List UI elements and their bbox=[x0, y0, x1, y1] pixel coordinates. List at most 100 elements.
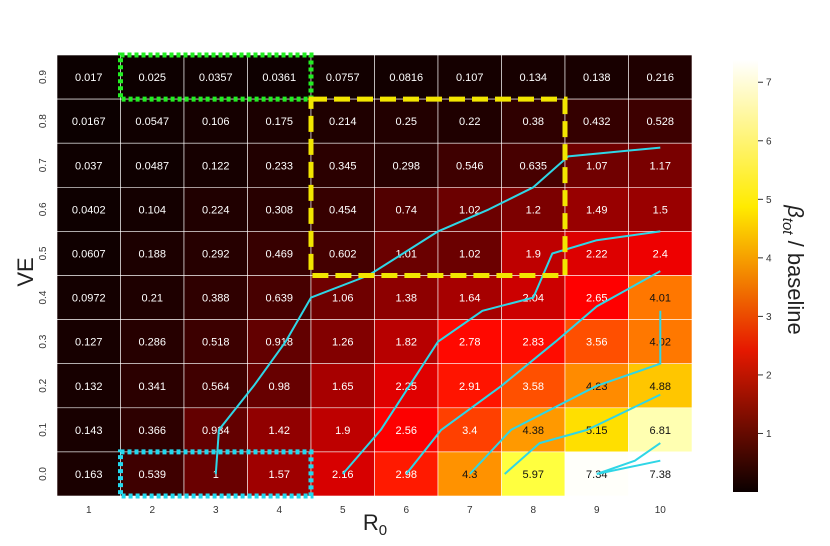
heatmap-cell bbox=[120, 98, 185, 144]
x-tick-label: 9 bbox=[594, 505, 600, 516]
y-tick-label: 0.2 bbox=[38, 378, 49, 392]
cell-value-label: 0.0167 bbox=[72, 116, 106, 128]
cell-value-label: 1.64 bbox=[459, 293, 480, 305]
cell-value-label: 1.65 bbox=[332, 381, 353, 393]
heatmap-cell bbox=[501, 363, 566, 409]
x-tick-label: 8 bbox=[530, 505, 536, 516]
cell-value-label: 1.9 bbox=[526, 248, 541, 260]
cell-value-label: 2.78 bbox=[459, 337, 480, 349]
heatmap-cell bbox=[374, 275, 439, 320]
cell-value-label: 0.934 bbox=[202, 425, 230, 437]
cell-value-label: 0.602 bbox=[329, 248, 357, 260]
cell-value-label: 0.025 bbox=[138, 72, 166, 84]
cell-value-label: 2.16 bbox=[332, 469, 353, 481]
heatmap-cell bbox=[120, 142, 185, 188]
cell-value-label: 0.388 bbox=[202, 293, 230, 305]
cell-value-label: 0.546 bbox=[456, 160, 484, 172]
heatmap-cell bbox=[501, 187, 566, 232]
cell-value-label: 2.83 bbox=[523, 337, 544, 349]
heatmap-cell bbox=[564, 187, 629, 232]
cell-value-label: 3.58 bbox=[523, 381, 544, 393]
cell-value-label: 0.122 bbox=[202, 160, 230, 172]
cell-value-label: 1.17 bbox=[650, 160, 671, 172]
x-tick-label: 1 bbox=[86, 505, 92, 516]
cell-value-label: 0.635 bbox=[519, 160, 547, 172]
x-tick-labels: 1 2 3 4 5 6 7 8 9 10 bbox=[86, 505, 666, 516]
cell-value-label: 0.25 bbox=[396, 116, 417, 128]
heatmap-cell bbox=[56, 231, 121, 276]
cell-value-label: 0.0357 bbox=[199, 72, 233, 84]
heatmap-cell bbox=[628, 54, 693, 100]
cell-value-label: 0.366 bbox=[138, 425, 166, 437]
cell-value-label: 3.56 bbox=[586, 337, 607, 349]
heatmap-cell bbox=[56, 187, 121, 232]
heatmap-cell bbox=[56, 142, 121, 188]
colorbar-label-sub: tot bbox=[779, 218, 796, 236]
cell-value-label: 2.4 bbox=[653, 248, 668, 260]
cell-value-label: 0.469 bbox=[265, 248, 293, 260]
cell-value-label: 0.918 bbox=[265, 337, 293, 349]
x-tick-label: 3 bbox=[213, 505, 219, 516]
cell-value-label: 4.88 bbox=[650, 381, 671, 393]
y-axis-label: VE bbox=[13, 257, 38, 286]
colorbar-tick-label: 4 bbox=[766, 253, 772, 264]
cell-value-label: 2.22 bbox=[586, 248, 607, 260]
y-tick-label: 0.9 bbox=[38, 70, 49, 84]
cell-value-label: 0.132 bbox=[75, 381, 103, 393]
cell-value-label: 4.38 bbox=[523, 425, 544, 437]
cell-value-label: 2.56 bbox=[396, 425, 417, 437]
heatmap-cell bbox=[628, 451, 693, 497]
cell-value-label: 4.3 bbox=[462, 469, 477, 481]
contour-line bbox=[342, 230, 661, 475]
cell-value-label: 0.104 bbox=[138, 204, 166, 216]
colorbar-label-suffix: / baseline bbox=[783, 234, 808, 334]
cell-value-label: 0.308 bbox=[265, 204, 293, 216]
cell-value-label: 2.65 bbox=[586, 293, 607, 305]
x-tick-label: 6 bbox=[403, 505, 409, 516]
y-tick-label: 0.1 bbox=[38, 422, 49, 436]
cell-value-label: 0.143 bbox=[75, 425, 103, 437]
heatmap-cell bbox=[564, 98, 629, 144]
cell-value-label: 0.188 bbox=[138, 248, 166, 260]
cell-value-label: 0.518 bbox=[202, 337, 230, 349]
cell-value-label: 0.216 bbox=[646, 72, 674, 84]
cell-value-label: 1.02 bbox=[459, 248, 480, 260]
heatmap-cell bbox=[501, 142, 566, 188]
cell-value-label: 0.233 bbox=[265, 160, 293, 172]
heatmap-cell bbox=[120, 275, 185, 320]
colorbar-label: βtot / baseline bbox=[779, 204, 808, 335]
heatmap-cell bbox=[374, 187, 439, 232]
heatmap-cell bbox=[310, 363, 375, 409]
colorbar-tick-label: 5 bbox=[766, 195, 772, 206]
cell-value-label: 1.2 bbox=[526, 204, 541, 216]
cell-value-label: 0.138 bbox=[583, 72, 611, 84]
heatmap-cell bbox=[628, 98, 693, 144]
cell-value-label: 0.0402 bbox=[72, 204, 106, 216]
heatmap-cell bbox=[120, 231, 185, 276]
heatmap-cell bbox=[183, 231, 248, 276]
cell-value-label: 7.38 bbox=[650, 469, 671, 481]
cell-value-label: 1 bbox=[213, 469, 219, 481]
heatmap-cell bbox=[437, 363, 502, 409]
y-tick-label: 0.7 bbox=[38, 158, 49, 172]
heatmap-cell bbox=[120, 451, 185, 497]
contour-line bbox=[469, 310, 662, 475]
heatmap-cell bbox=[247, 231, 312, 276]
heatmap-cell bbox=[183, 319, 248, 365]
heatmap-cell bbox=[310, 319, 375, 365]
heatmap-cell bbox=[247, 275, 312, 320]
cell-value-label: 0.345 bbox=[329, 160, 357, 172]
cell-value-label: 6.81 bbox=[650, 425, 671, 437]
y-tick-label: 0.0 bbox=[38, 467, 49, 481]
cell-value-label: 5.97 bbox=[523, 469, 544, 481]
cell-value-label: 1.42 bbox=[269, 425, 290, 437]
cell-value-label: 0.163 bbox=[75, 469, 103, 481]
cell-value-label: 0.127 bbox=[75, 337, 103, 349]
heatmap-cell bbox=[310, 407, 375, 453]
colorbar-tick-label: 7 bbox=[766, 78, 772, 89]
y-tick-label: 0.5 bbox=[38, 246, 49, 260]
colorbar-ticks: 1 2 3 4 5 6 7 bbox=[758, 78, 772, 440]
cell-value-label: 2.91 bbox=[459, 381, 480, 393]
x-axis-label-sub: 0 bbox=[379, 522, 387, 539]
cell-value-label: 0.21 bbox=[142, 293, 163, 305]
